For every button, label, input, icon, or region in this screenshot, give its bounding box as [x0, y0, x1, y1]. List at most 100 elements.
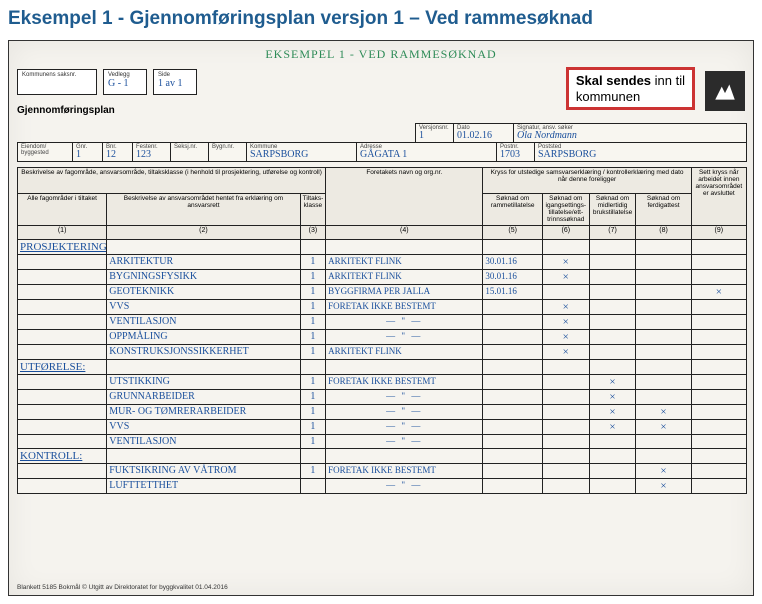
- date-cell: [483, 314, 543, 329]
- check-cell: [691, 314, 746, 329]
- date-cell: [483, 329, 543, 344]
- kommune-value: SARPSBORG: [250, 150, 353, 160]
- firm-cell: FORETAK IKKE BESTEMT: [326, 374, 483, 389]
- colnum-3: (3): [300, 225, 326, 239]
- check-cell: [691, 344, 746, 359]
- band1-b: Foretakets navn og org.nr.: [326, 168, 483, 226]
- klasse-cell: 1: [300, 314, 326, 329]
- meta-strip: Versjonsnr.1 Dato01.02.16 Signatur, ansv…: [17, 123, 747, 161]
- side-value: 1 av 1: [158, 78, 192, 89]
- check-cell: [636, 314, 691, 329]
- colnum-7: (7): [589, 225, 636, 239]
- check-cell: ×: [636, 478, 691, 493]
- sign-value: Ola Nordmann: [517, 131, 743, 141]
- table-row: VVS1— " —××: [18, 419, 747, 434]
- check-cell: ×: [542, 344, 589, 359]
- postnr-value: 1703: [500, 150, 531, 160]
- desc-cell: KONSTRUKSJONSSIKKERHET: [107, 344, 300, 359]
- check-cell: [691, 329, 746, 344]
- band1-a: Beskrivelse av fagområde, ansvarsområde,…: [18, 168, 326, 194]
- check-cell: [636, 434, 691, 448]
- check-cell: ×: [691, 284, 746, 299]
- check-cell: ×: [589, 389, 636, 404]
- check-cell: [589, 269, 636, 284]
- check-cell: [589, 344, 636, 359]
- check-cell: [691, 478, 746, 493]
- footer-text: Blankett 5185 Bokmål © Utgitt av Direkto…: [17, 584, 228, 591]
- table-row: GEOTEKNIKK1BYGGFIRMA PER JALLA15.01.16×: [18, 284, 747, 299]
- colnum-8: (8): [636, 225, 691, 239]
- kommune-saksnr-box: Kommunens saksnr.: [17, 69, 97, 95]
- check-cell: [589, 254, 636, 269]
- eiendom-label: Eiendom/ byggested: [21, 144, 69, 156]
- klasse-cell: 1: [300, 329, 326, 344]
- callout-line2: kommunen: [576, 89, 640, 104]
- vedlegg-box: Vedlegg G - 1: [103, 69, 147, 95]
- check-cell: ×: [589, 419, 636, 434]
- colnum-9: (9): [691, 225, 746, 239]
- desc-cell: VVS: [107, 419, 300, 434]
- dato-value: 01.02.16: [457, 131, 510, 141]
- table-row: OPPMÅLING1— " —×: [18, 329, 747, 344]
- check-cell: [691, 404, 746, 419]
- check-cell: [636, 269, 691, 284]
- check-cell: [542, 434, 589, 448]
- check-cell: [542, 463, 589, 478]
- section-title: UTFØRELSE:: [18, 359, 107, 374]
- table-row: FUKTSIKRING AV VÅTROM1FORETAK IKKE BESTE…: [18, 463, 747, 478]
- date-cell: [483, 478, 543, 493]
- check-cell: [691, 374, 746, 389]
- colnum-2: (2): [107, 225, 300, 239]
- check-cell: ×: [542, 269, 589, 284]
- firm-cell: ARKITEKT FLINK: [326, 269, 483, 284]
- check-cell: [636, 344, 691, 359]
- date-cell: [483, 374, 543, 389]
- date-cell: 30.01.16: [483, 254, 543, 269]
- festenr-value: 123: [136, 150, 167, 160]
- desc-cell: GEOTEKNIKK: [107, 284, 300, 299]
- table-row: VENTILASJON1— " —×: [18, 314, 747, 329]
- klasse-cell: 1: [300, 419, 326, 434]
- check-cell: [542, 374, 589, 389]
- callout-bold: Skal sendes: [576, 73, 651, 88]
- check-cell: ×: [636, 463, 691, 478]
- section-title: KONTROLL:: [18, 448, 107, 463]
- col-3-head: Tiltaks- klasse: [300, 194, 326, 226]
- desc-cell: BYGNINGSFYSIKK: [107, 269, 300, 284]
- check-cell: [589, 314, 636, 329]
- check-cell: [542, 284, 589, 299]
- check-cell: [691, 419, 746, 434]
- check-cell: [542, 389, 589, 404]
- desc-cell: MUR- OG TØMRERARBEIDER: [107, 404, 300, 419]
- colnum-5: (5): [483, 225, 543, 239]
- check-cell: [636, 254, 691, 269]
- form-title: Gjennomføringsplan: [17, 105, 115, 116]
- check-cell: [589, 329, 636, 344]
- check-cell: [636, 329, 691, 344]
- section-title: PROSJEKTERING:: [18, 239, 107, 254]
- page-title: Eksempel 1 - Gjennomføringsplan versjon …: [8, 8, 754, 30]
- seksjnr-label: Seksj.nr.: [174, 144, 205, 150]
- check-cell: ×: [636, 404, 691, 419]
- check-cell: [691, 254, 746, 269]
- col-7-head: Søknad om midlertidig brukstillatelse: [589, 194, 636, 226]
- check-cell: ×: [542, 329, 589, 344]
- desc-cell: VENTILASJON: [107, 314, 300, 329]
- check-cell: [542, 478, 589, 493]
- table-row: VVS1FORETAK IKKE BESTEMT×: [18, 299, 747, 314]
- band1-d: Sett kryss når arbeidet innen ansvarsomr…: [691, 168, 746, 226]
- desc-cell: VENTILASJON: [107, 434, 300, 448]
- table-row: GRUNNARBEIDER1— " —×: [18, 389, 747, 404]
- check-cell: [589, 478, 636, 493]
- gnr-value: 1: [76, 150, 99, 160]
- table-row: UTSTIKKING1FORETAK IKKE BESTEMT×: [18, 374, 747, 389]
- date-cell: [483, 344, 543, 359]
- check-cell: ×: [542, 254, 589, 269]
- check-cell: ×: [542, 299, 589, 314]
- col-1-head: Alle fagområder i tiltaket: [18, 194, 107, 226]
- desc-cell: FUKTSIKRING AV VÅTROM: [107, 463, 300, 478]
- check-cell: [589, 284, 636, 299]
- scan-caption: EKSEMPEL 1 - VED RAMMESØKNAD: [265, 47, 496, 62]
- klasse-cell: 1: [300, 389, 326, 404]
- callout-rest1: inn til: [651, 73, 685, 88]
